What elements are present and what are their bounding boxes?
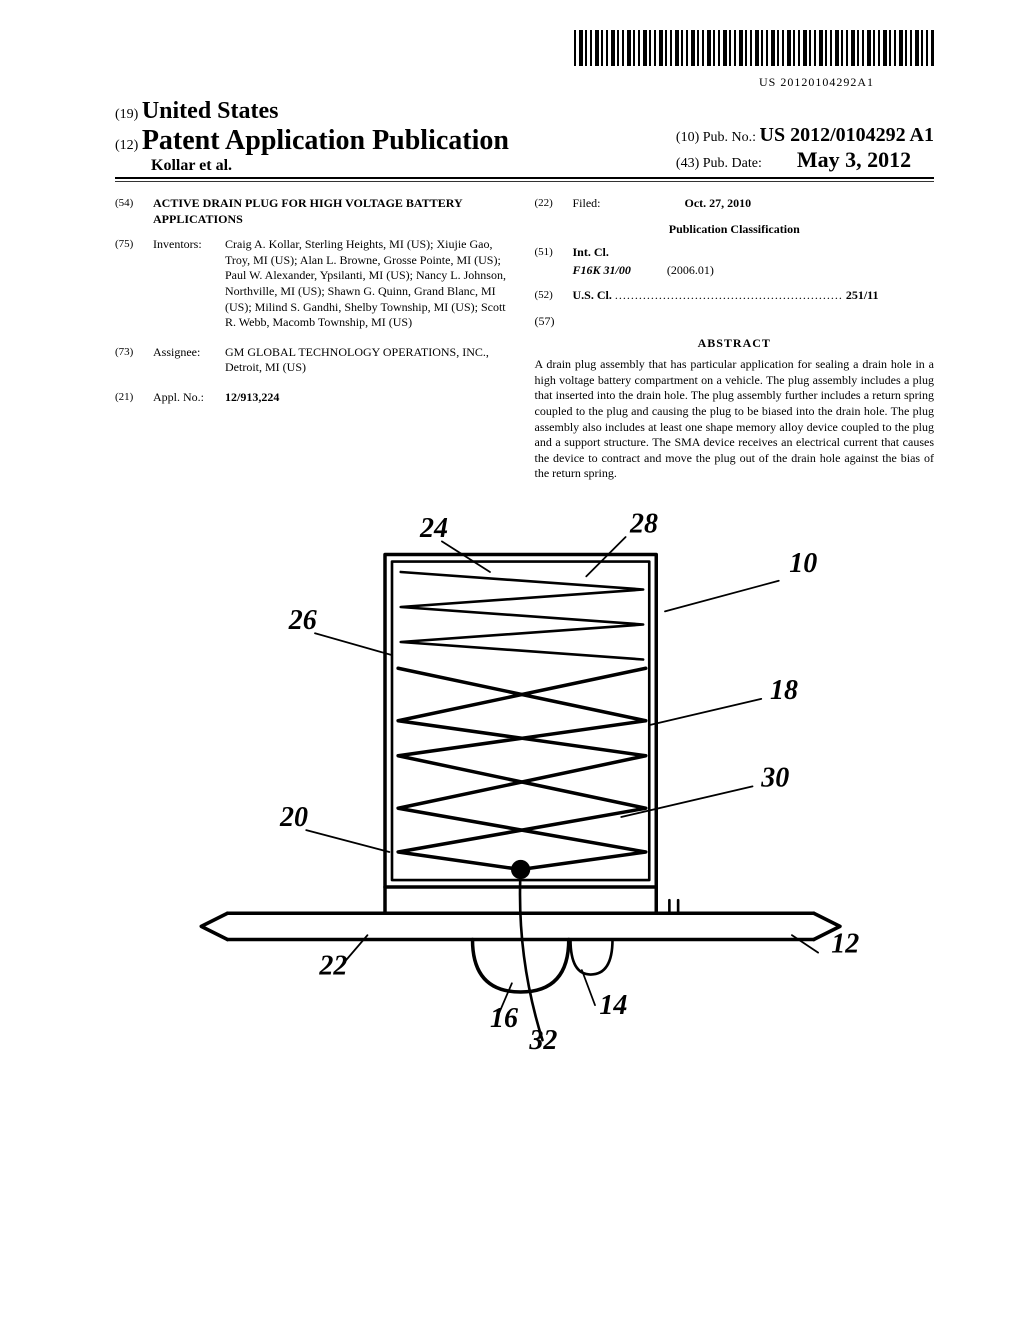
- pubno-code: (10): [676, 130, 699, 145]
- kind: Patent Application Publication: [142, 125, 509, 156]
- f73-code: (73): [115, 345, 153, 376]
- f57-code: (57): [535, 314, 555, 328]
- f73-label: Assignee:: [153, 345, 225, 376]
- f75-val: Craig A. Kollar, Sterling Heights, MI (U…: [225, 237, 515, 331]
- figure-label-10: 10: [789, 548, 817, 579]
- header: (19) United States (12) Patent Applicati…: [115, 98, 934, 179]
- abstract: A drain plug assembly that has particula…: [535, 357, 935, 482]
- f51-date: (2006.01): [667, 263, 714, 277]
- f51-label: Int. Cl.: [573, 245, 609, 259]
- f54-code: (54): [115, 196, 153, 227]
- country: United States: [142, 98, 279, 124]
- f51-class: F16K 31/00: [573, 263, 631, 277]
- f52-label: U.S. Cl.: [573, 288, 612, 302]
- figure-label-20: 20: [279, 802, 308, 833]
- barcode-icon: [574, 30, 934, 66]
- figure-label-12: 12: [831, 929, 859, 960]
- f54-title: ACTIVE DRAIN PLUG FOR HIGH VOLTAGE BATTE…: [153, 196, 515, 227]
- f22-val: Oct. 27, 2010: [685, 196, 752, 210]
- pubno: US 2012/0104292 A1: [760, 124, 934, 146]
- figure-label-32: 32: [528, 1025, 557, 1056]
- figure-label-24: 24: [419, 513, 448, 544]
- barcode-region: [115, 30, 934, 71]
- pubdate-code: (43): [676, 156, 699, 171]
- figure-label-22: 22: [318, 950, 347, 981]
- authors: Kollar et al.: [151, 157, 232, 174]
- f75-label: Inventors:: [153, 237, 225, 331]
- pubdate-label: Pub. Date:: [703, 156, 762, 171]
- f21-val: 12/913,224: [225, 390, 279, 404]
- figure-label-14: 14: [599, 990, 627, 1021]
- pubno-label: Pub. No.:: [703, 130, 756, 145]
- figure-label-18: 18: [770, 675, 798, 706]
- f52-val: 251/11: [846, 288, 879, 302]
- country-code: (19): [115, 107, 138, 122]
- divider: [115, 181, 934, 182]
- kind-code: (12): [115, 138, 138, 153]
- f73-val: GM GLOBAL TECHNOLOGY OPERATIONS, INC., D…: [225, 345, 515, 376]
- f75-code: (75): [115, 237, 153, 331]
- barcode-text: US 20120104292A1: [115, 75, 874, 90]
- f52-code: (52): [535, 288, 573, 304]
- figure-label-28: 28: [629, 509, 658, 540]
- pubdate: May 3, 2012: [797, 147, 911, 172]
- patent-figure: 10 12 14 16 18 20 22 24 26 28 30 32: [115, 502, 934, 1067]
- f21-label: Appl. No.:: [153, 390, 225, 406]
- figure-label-30: 30: [760, 762, 789, 793]
- f51-code: (51): [535, 245, 573, 261]
- f57-title: ABSTRACT: [535, 336, 935, 352]
- f22-code: (22): [535, 196, 573, 212]
- f22-label: Filed:: [573, 196, 645, 212]
- f21-code: (21): [115, 390, 153, 406]
- figure-label-26: 26: [287, 605, 316, 636]
- pubclass-title: Publication Classification: [535, 222, 935, 238]
- figure-label-16: 16: [490, 1003, 518, 1034]
- biblio: (54) ACTIVE DRAIN PLUG FOR HIGH VOLTAGE …: [115, 196, 934, 482]
